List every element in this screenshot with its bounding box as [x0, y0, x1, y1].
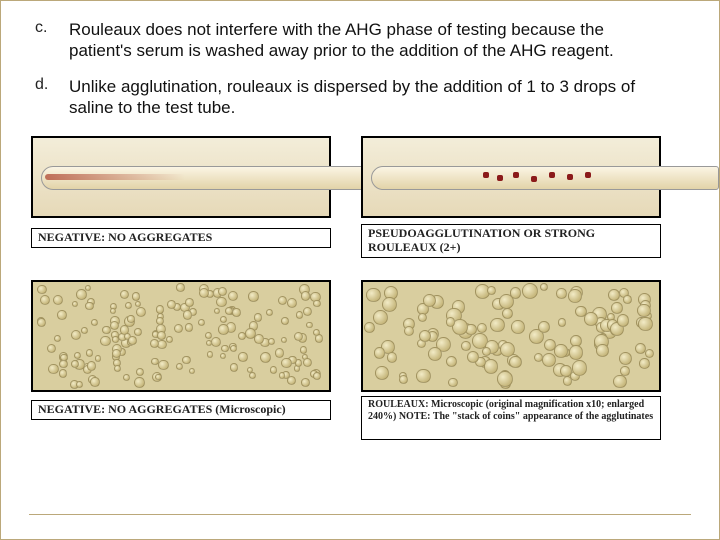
image-grid: NEGATIVE: NO AGGREGATES PSEUDOAGGLUTINAT…: [29, 132, 691, 472]
list-text-d: Unlike agglutination, rouleaux is disper…: [69, 76, 691, 119]
image-rouleaux-tube: [361, 136, 661, 218]
image-negative-tube: [31, 136, 331, 218]
list-text-c: Rouleaux does not interfere with the AHG…: [69, 19, 691, 62]
footer-rule: [29, 514, 691, 515]
image-rouleaux-microscopic: [361, 280, 661, 392]
caption-bottom-left: NEGATIVE: NO AGGREGATES (Microscopic): [31, 400, 331, 420]
caption-top-left: NEGATIVE: NO AGGREGATES: [31, 228, 331, 248]
tube-shape: [371, 166, 719, 190]
slide-frame: c. Rouleaux does not interfere with the …: [0, 0, 720, 540]
caption-top-right: PSEUDOAGGLUTINATION OR STRONG ROULEAUX (…: [361, 224, 661, 258]
caption-bottom-right: ROULEAUX: Microscopic (original magnific…: [361, 396, 661, 440]
image-negative-microscopic: [31, 280, 331, 392]
tube-smear: [45, 174, 185, 180]
list-letter-d: d.: [29, 76, 69, 119]
list-item-c: c. Rouleaux does not interfere with the …: [29, 19, 691, 62]
list-letter-c: c.: [29, 19, 69, 62]
list-item-d: d. Unlike agglutination, rouleaux is dis…: [29, 76, 691, 119]
